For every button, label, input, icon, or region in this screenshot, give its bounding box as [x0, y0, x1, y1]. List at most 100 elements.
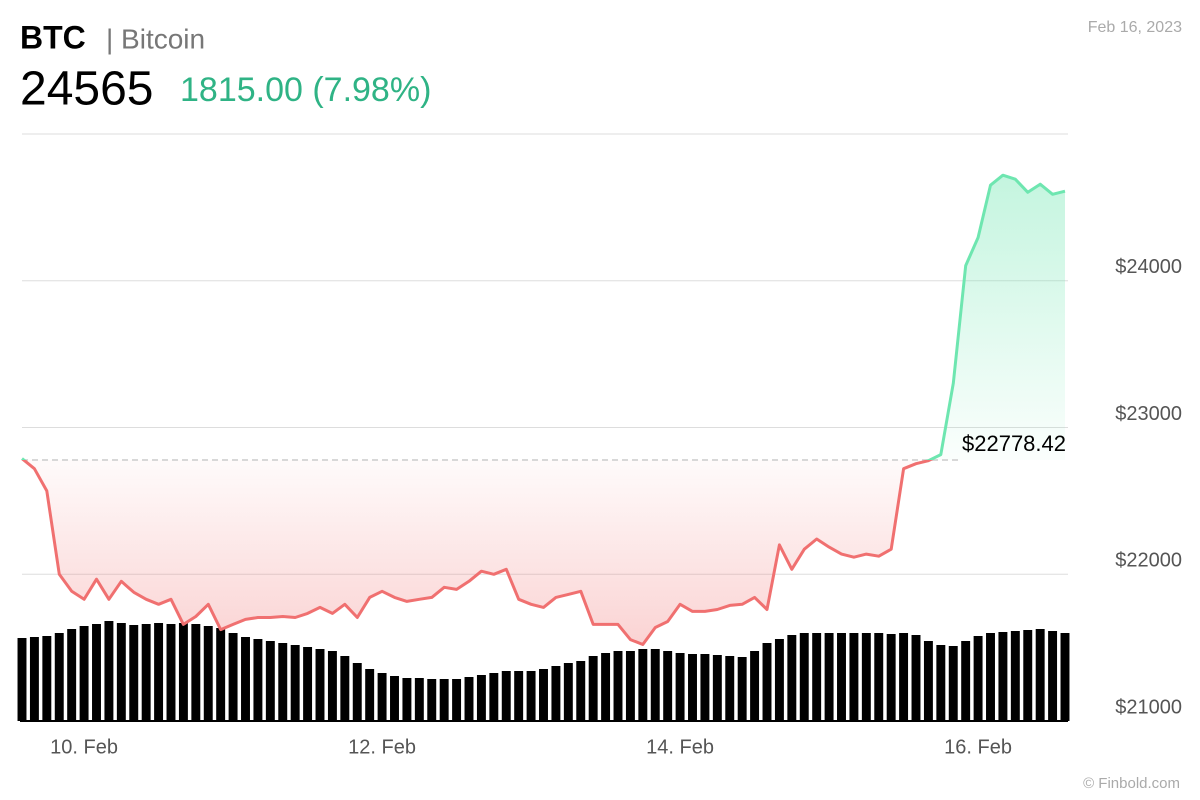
y-tick-label: $21000 [1115, 696, 1182, 718]
volume-bar [265, 641, 275, 721]
volume-bar [166, 624, 176, 721]
volume-bar [116, 623, 126, 721]
price-area [22, 175, 1065, 645]
volume-bar [327, 651, 337, 721]
volume-bar [17, 638, 27, 721]
volume-bar [1048, 631, 1058, 721]
volume-bar [750, 651, 760, 721]
volume-bar [837, 633, 846, 721]
volume-bar [79, 626, 89, 721]
volume-bar [29, 637, 39, 721]
volume-bar [923, 641, 933, 721]
volume-bar [228, 633, 238, 721]
x-tick-label: 16. Feb [944, 736, 1012, 758]
volume-bar [154, 623, 164, 721]
volume-bar [1060, 633, 1070, 721]
volume-bar [1035, 629, 1045, 721]
volume-bar [886, 634, 896, 721]
volume-bar [576, 661, 586, 721]
volume-bar [216, 628, 226, 721]
volume-bar [365, 669, 375, 721]
volume-bar [588, 656, 598, 721]
volume-bar [688, 654, 697, 721]
volume-bar [861, 633, 871, 721]
volume-bar [1010, 631, 1020, 721]
volume-bar [737, 657, 747, 721]
volume-bar [973, 636, 983, 721]
volume-bar [998, 632, 1008, 721]
volume-bar [340, 656, 350, 721]
asset-name: | Bitcoin [106, 23, 205, 54]
volume-bar [936, 645, 946, 721]
volume-bar [712, 655, 722, 721]
volume-bar [92, 624, 101, 721]
volume-bar [390, 676, 399, 721]
volume-bar [539, 669, 548, 721]
volume-bar [675, 653, 685, 721]
volume-bar [414, 678, 424, 721]
volume-bar [563, 663, 573, 721]
volume-bar [241, 637, 250, 721]
volume-bar [601, 653, 611, 721]
volume-bar [178, 623, 188, 721]
baseline-label: $22778.42 [962, 431, 1066, 456]
volume-bar [650, 649, 660, 721]
volume-bar [402, 678, 412, 721]
volume-bar [625, 651, 635, 721]
volume-bar [141, 624, 151, 721]
volume-bar [129, 625, 139, 721]
volume-bar [67, 629, 77, 721]
volume-bar [489, 673, 499, 721]
volume-bar [377, 673, 387, 721]
volume-bar [812, 633, 822, 721]
volume-bar [874, 633, 884, 721]
volume-bar [849, 633, 859, 721]
volume-bar [427, 679, 437, 721]
volume-bar [476, 675, 486, 721]
price-change: 1815.00 (7.98%) [180, 71, 431, 109]
volume-bar [352, 663, 362, 721]
volume-bar [501, 671, 511, 721]
volume-bar [253, 639, 263, 721]
volume-bar [54, 633, 64, 721]
volume-bar [613, 651, 623, 721]
volume-bar [42, 636, 52, 721]
credit: © Finbold.com [1083, 775, 1180, 792]
price: 24565 [20, 63, 153, 116]
volume-bar [774, 639, 784, 721]
volume-bar [191, 624, 201, 721]
volume-bar [986, 633, 995, 721]
volume-bar [315, 649, 325, 721]
volume-bar [526, 671, 536, 721]
x-tick-label: 10. Feb [50, 736, 118, 758]
volume-bar [464, 677, 474, 721]
volume-bar [961, 641, 971, 721]
x-tick-label: 14. Feb [646, 736, 714, 758]
x-tick-label: 12. Feb [348, 736, 416, 758]
volume-bar [663, 651, 673, 721]
y-tick-label: $23000 [1115, 403, 1182, 425]
date: Feb 16, 2023 [1088, 19, 1182, 36]
volume-bar [439, 679, 449, 721]
volume-bar [278, 643, 288, 721]
volume-bar [203, 626, 213, 721]
volume-bar [911, 635, 921, 721]
volume-bar [824, 633, 834, 721]
volume-bar [787, 635, 797, 721]
symbol: BTC [20, 19, 86, 55]
volume-bar [899, 633, 909, 721]
y-tick-label: $22000 [1115, 550, 1182, 572]
volume-bar [948, 646, 958, 721]
y-tick-label: $24000 [1115, 256, 1182, 278]
volume-bar [638, 649, 648, 721]
volume-bar [303, 647, 313, 721]
volume-bar [700, 654, 710, 721]
volume-bar [514, 671, 524, 721]
volume-bar [799, 633, 809, 721]
volume-bar [551, 666, 561, 721]
volume-bar [290, 645, 300, 721]
volume-bar [725, 656, 735, 721]
volume-bar [1023, 630, 1033, 721]
volume-bar [452, 679, 462, 721]
